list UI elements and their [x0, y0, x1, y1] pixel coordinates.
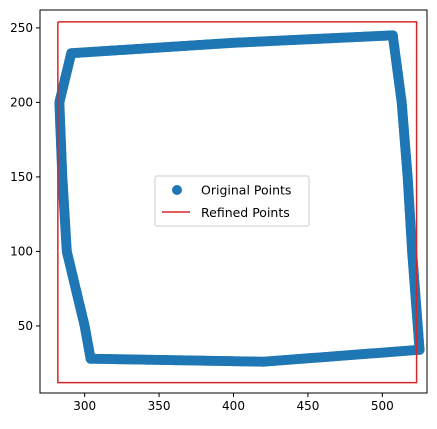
y-tick-label: 100 [10, 244, 33, 258]
original-points-layer [54, 30, 425, 367]
refined-points-layer [57, 21, 418, 384]
y-tick-label: 200 [10, 95, 33, 109]
y-tick-label: 50 [18, 319, 33, 333]
legend-label-refined-points: Refined Points [201, 205, 290, 220]
refined-points-line [57, 21, 418, 384]
legend: Original Points Refined Points [154, 175, 310, 227]
y-tick-label: 150 [10, 170, 33, 184]
original-point [85, 353, 96, 364]
x-axis: 300 350 400 450 500 [73, 393, 394, 413]
legend-box [154, 175, 310, 227]
y-axis: 50 100 150 200 250 [10, 21, 40, 333]
x-tick-label: 500 [371, 399, 394, 413]
x-tick-label: 350 [148, 399, 171, 413]
x-tick-label: 300 [73, 399, 96, 413]
x-tick-label: 450 [296, 399, 319, 413]
legend-marker-original-points [172, 185, 182, 195]
y-tick-label: 250 [10, 21, 33, 35]
legend-label-original-points: Original Points [201, 183, 291, 198]
x-tick-label: 400 [222, 399, 245, 413]
